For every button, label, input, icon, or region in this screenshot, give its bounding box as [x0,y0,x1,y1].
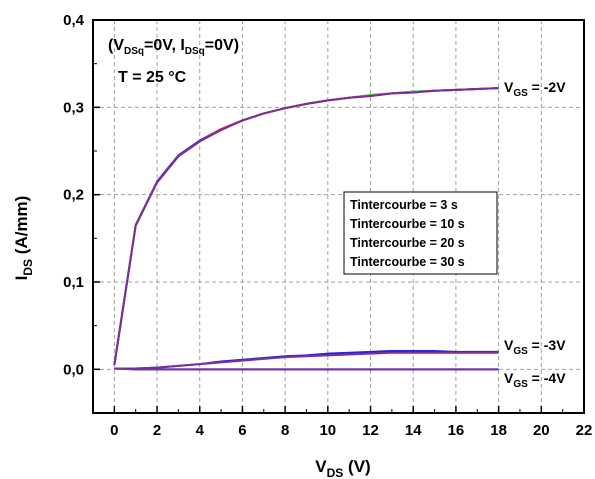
axis-ticks: 0 2 4 6 8 10 12 14 16 18 20 22 0,0 0,1 0,2 0,3 0,4 [63,12,592,439]
legend-entry-3s: Tintercourbe = 3 s [350,198,458,212]
series-line-3 [113,87,499,366]
x-tick-label: 2 [153,422,161,439]
data-series [113,87,499,371]
legend-entry-30s: Tintercourbe = 30 s [350,255,465,269]
x-tick-label: 16 [448,422,465,439]
x-tick-label: 0 [110,422,118,439]
y-tick-label: 0,2 [63,187,84,204]
legend-entry-20s: Tintercourbe = 20 s [350,236,465,250]
plot-frame [92,19,585,414]
legend-box [343,191,498,275]
curve-label-vgs-4: VGS = -4V [504,370,566,390]
x-tick-label: 4 [196,422,205,439]
y-tick-label: 0,0 [63,361,84,378]
y-tick-label: 0,3 [63,99,84,116]
y-tick-label: 0,1 [63,274,84,291]
x-tick-label: 6 [238,422,246,439]
x-tick-label: 18 [490,422,507,439]
x-tick-label: 20 [533,422,550,439]
bias-annotation: (VDSq=0V, IDSq=0V) [108,37,239,57]
legend-entry-10s: Tintercourbe = 10 s [350,217,465,231]
curve-label-vgs-3: VGS = -3V [504,337,566,357]
x-tick-label: 10 [319,422,336,439]
curve-label-vgs-2: VGS = -2V [504,79,566,99]
series-line-7 [114,367,499,371]
y-axis-label: IDS (A/mm) [12,196,35,281]
temperature-annotation: T = 25 °C [118,69,187,86]
x-tick-label: 8 [281,422,289,439]
x-tick-label: 22 [576,422,593,439]
legend: Tintercourbe = 3 s Tintercourbe = 10 s T… [343,191,498,275]
x-axis-label: VDS (V) [315,457,370,479]
y-tick-label: 0,4 [63,12,85,29]
series-line-5 [114,351,499,370]
x-tick-label: 14 [405,422,422,439]
x-tick-label: 12 [362,422,379,439]
